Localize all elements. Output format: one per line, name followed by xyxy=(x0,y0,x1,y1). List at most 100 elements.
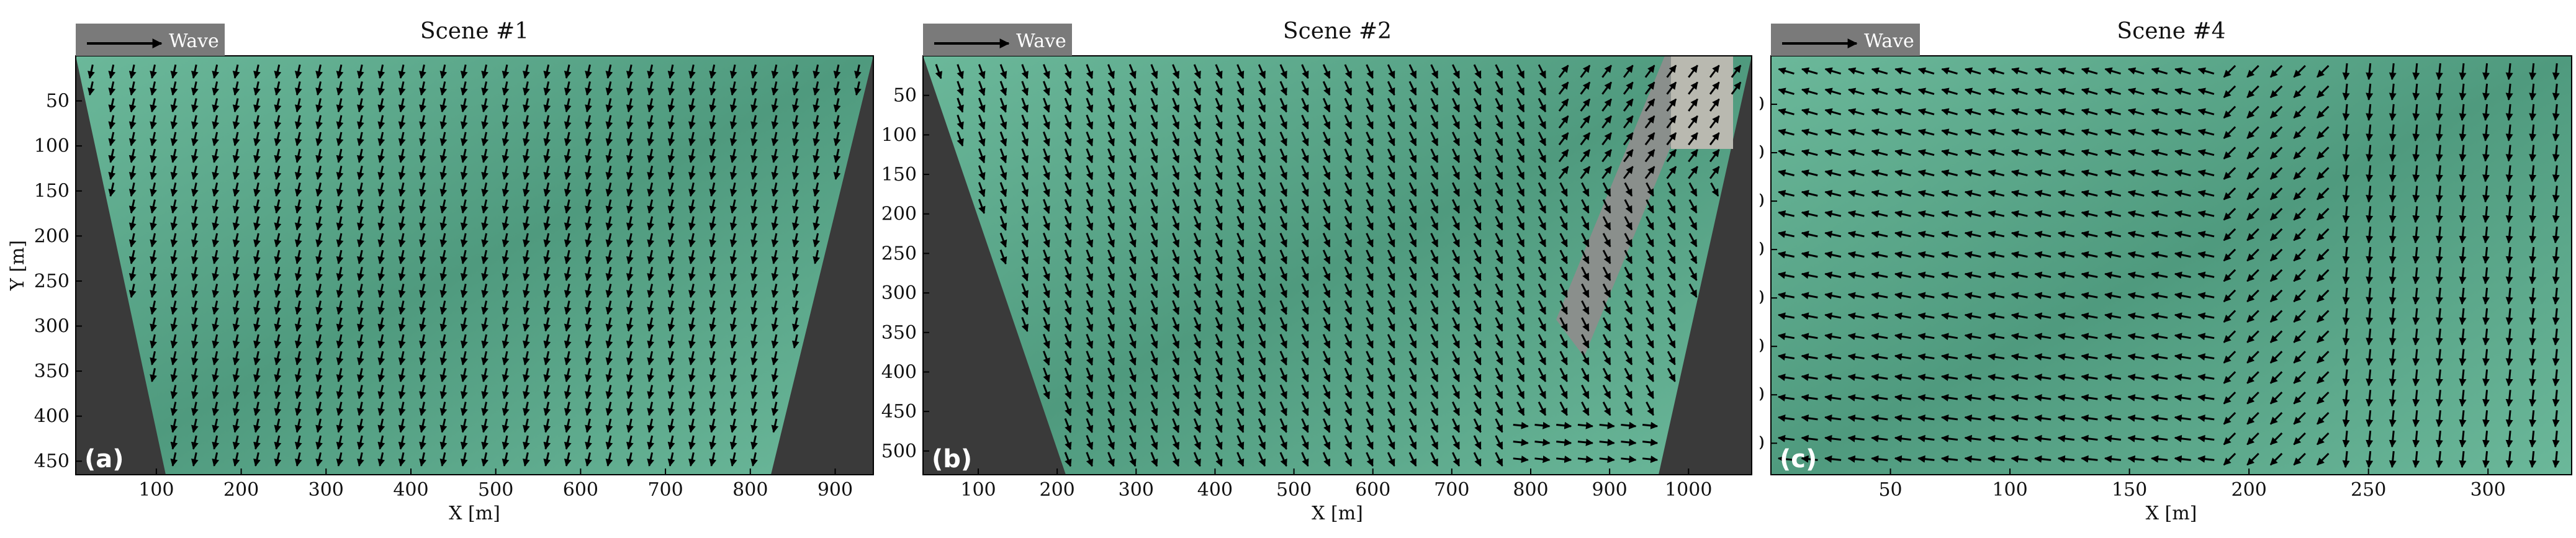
velocity-arrow xyxy=(502,334,510,349)
velocity-arrow xyxy=(626,132,634,146)
velocity-arrow xyxy=(523,64,530,79)
x-axis-label: X [m] xyxy=(449,503,500,524)
y-tick-label: 40 xyxy=(1760,142,1765,164)
velocity-arrow xyxy=(564,81,572,96)
velocity-arrow xyxy=(729,216,737,231)
velocity-arrow xyxy=(709,284,717,298)
velocity-arrow xyxy=(791,317,799,332)
velocity-arrow xyxy=(150,216,157,231)
velocity-arrow xyxy=(502,165,510,180)
velocity-arrow xyxy=(419,267,426,282)
velocity-arrow xyxy=(771,148,779,163)
scene-2-figure: Scene #4 Wave (c) 50 100 150 200 250 300 20 40 60 80… xyxy=(1760,19,2572,524)
velocity-arrow xyxy=(667,132,675,146)
velocity-arrow xyxy=(357,115,364,130)
y-tick-label: 100 xyxy=(34,135,70,157)
velocity-arrow xyxy=(170,334,178,349)
velocity-arrow xyxy=(128,249,137,264)
velocity-arrow xyxy=(523,132,530,146)
harbor-building xyxy=(1671,56,1733,149)
x-tick-label: 200 xyxy=(2231,479,2267,501)
velocity-arrow xyxy=(377,233,385,248)
velocity-arrow xyxy=(150,199,157,214)
velocity-arrow xyxy=(315,148,323,163)
velocity-arrow xyxy=(502,267,510,282)
velocity-arrow xyxy=(626,233,634,248)
velocity-arrow xyxy=(191,216,199,231)
scene-1-figure: Scene #2 Wave (b) 100 200 300 400 500 600 700 800 9… xyxy=(881,19,1752,524)
velocity-arrow xyxy=(585,300,592,315)
velocity-arrow xyxy=(729,284,737,298)
velocity-arrow xyxy=(439,284,448,298)
velocity-arrow xyxy=(398,233,406,248)
velocity-arrow xyxy=(191,115,199,130)
velocity-arrow xyxy=(357,148,364,163)
velocity-arrow xyxy=(212,132,220,146)
velocity-arrow xyxy=(523,300,530,315)
velocity-arrow xyxy=(212,81,220,96)
velocity-arrow xyxy=(502,98,510,113)
velocity-arrow xyxy=(232,317,240,332)
velocity-arrow xyxy=(502,300,510,315)
velocity-arrow xyxy=(150,115,157,130)
x-tick-label: 50 xyxy=(1878,479,1902,501)
velocity-arrow xyxy=(460,132,468,146)
velocity-arrow xyxy=(543,233,551,248)
velocity-arrow xyxy=(170,199,178,214)
x-tick-label: 500 xyxy=(1276,479,1312,501)
velocity-arrow xyxy=(460,64,468,79)
velocity-arrow xyxy=(315,249,323,264)
velocity-arrow xyxy=(232,115,240,130)
velocity-arrow xyxy=(709,148,717,163)
x-tick-label: 400 xyxy=(1197,479,1233,501)
velocity-arrow xyxy=(191,64,199,79)
x-tick-label: 800 xyxy=(732,479,768,501)
velocity-arrow xyxy=(543,98,551,113)
velocity-arrow xyxy=(294,148,302,163)
velocity-arrow xyxy=(253,300,261,315)
y-tick-label: 250 xyxy=(881,243,917,264)
velocity-arrow xyxy=(523,148,530,163)
velocity-arrow xyxy=(791,284,799,298)
velocity-arrow xyxy=(336,300,344,315)
velocity-arrow xyxy=(523,115,530,130)
velocity-arrow xyxy=(170,64,178,79)
y-tick-label: 100 xyxy=(881,124,917,146)
velocity-arrow xyxy=(791,165,799,180)
velocity-arrow xyxy=(564,267,572,282)
velocity-arrow xyxy=(647,148,655,163)
panel-label: (b) xyxy=(932,445,972,473)
velocity-arrow xyxy=(357,165,364,180)
velocity-arrow xyxy=(253,148,261,163)
velocity-arrow xyxy=(709,64,717,79)
velocity-arrow xyxy=(543,148,551,163)
velocity-arrow xyxy=(605,284,613,298)
velocity-arrow xyxy=(543,199,551,214)
velocity-arrow xyxy=(729,81,737,96)
velocity-arrow xyxy=(357,233,364,248)
velocity-arrow xyxy=(398,148,406,163)
velocity-arrow xyxy=(523,267,530,282)
velocity-arrow xyxy=(212,182,220,197)
velocity-arrow xyxy=(667,81,675,96)
velocity-arrow xyxy=(253,165,261,180)
x-axis-label: X [m] xyxy=(2146,503,2197,524)
velocity-arrow xyxy=(460,115,468,130)
velocity-arrow xyxy=(274,182,282,197)
velocity-arrow xyxy=(481,98,489,113)
wave-label: Wave xyxy=(1864,30,1914,52)
velocity-arrow xyxy=(791,249,799,264)
velocity-arrow xyxy=(460,199,468,214)
velocity-arrow xyxy=(232,249,240,264)
velocity-arrow xyxy=(377,98,385,113)
velocity-arrow xyxy=(605,334,613,349)
velocity-arrow xyxy=(108,182,116,197)
velocity-arrow xyxy=(170,148,178,163)
velocity-arrow xyxy=(419,182,426,197)
velocity-arrow xyxy=(709,233,717,248)
velocity-arrow xyxy=(315,216,323,231)
velocity-arrow xyxy=(128,98,137,113)
velocity-arrow xyxy=(688,132,696,146)
wave-label: Wave xyxy=(1016,30,1066,52)
velocity-arrow xyxy=(502,216,510,231)
